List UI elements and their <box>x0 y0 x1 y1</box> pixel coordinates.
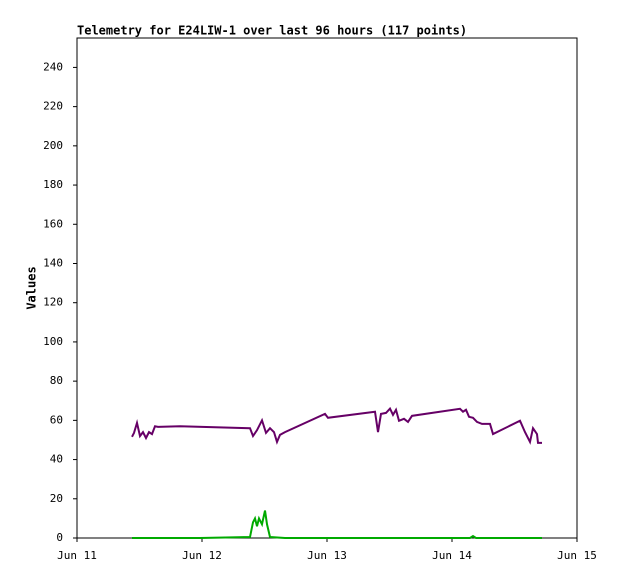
y-tick-label: 20 <box>50 492 63 505</box>
x-tick-label: Jun 12 <box>182 549 222 562</box>
plot-frame <box>76 37 578 539</box>
y-tick-label: 40 <box>50 453 63 466</box>
y-tick-label: 240 <box>43 60 63 73</box>
y-tick-label: 100 <box>43 335 63 348</box>
x-tick-label: Jun 15 <box>557 549 597 562</box>
x-tick-label: Jun 11 <box>57 549 97 562</box>
series-line <box>132 510 542 539</box>
series-line <box>131 406 542 445</box>
y-tick-label: 180 <box>43 178 63 191</box>
y-tick-label: 120 <box>43 296 63 309</box>
x-tick-label: Jun 13 <box>307 549 347 562</box>
y-tick-label: 200 <box>43 139 63 152</box>
y-tick-label: 80 <box>50 374 63 387</box>
y-axis-label: Values <box>25 266 39 309</box>
y-tick-label: 60 <box>50 413 63 426</box>
chart-title: Telemetry for E24LIW-1 over last 96 hour… <box>77 24 467 38</box>
y-tick-label: 160 <box>43 217 63 230</box>
y-tick-label: 220 <box>43 100 63 113</box>
y-tick-label: 0 <box>56 531 63 544</box>
y-tick-label: 140 <box>43 256 63 269</box>
x-tick-label: Jun 14 <box>432 549 472 562</box>
